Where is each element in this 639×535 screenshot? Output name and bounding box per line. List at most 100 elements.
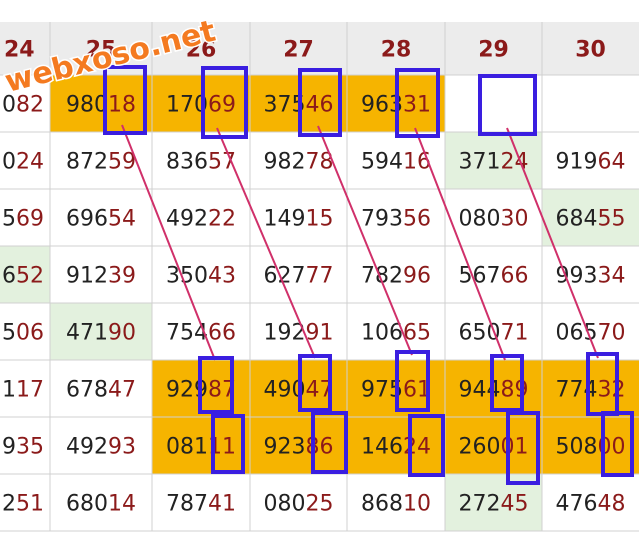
number-head: 680 [66, 492, 108, 517]
cell-number: 117 [2, 378, 44, 403]
number-head: 594 [361, 150, 403, 175]
cell-number: 67847 [66, 378, 136, 403]
cell-number: 77432 [556, 378, 626, 403]
cell-bg [0, 417, 50, 474]
cell-bg [347, 246, 445, 303]
cell-bg [0, 132, 50, 189]
number-tail: 39 [108, 264, 136, 289]
cell-number: 79356 [361, 207, 431, 232]
cell-bg [250, 303, 347, 360]
number-head: 836 [166, 150, 208, 175]
cell-bg [0, 360, 50, 417]
cell-bg [445, 75, 542, 132]
cell-number: 68014 [66, 492, 136, 517]
cell-bg [152, 189, 250, 246]
number-tail: 69 [208, 93, 236, 118]
cell-bg [50, 417, 152, 474]
link-lines [121, 124, 599, 361]
number-tail: 70 [598, 321, 626, 346]
number-head: 982 [264, 150, 306, 175]
number-tail: 51 [16, 492, 44, 517]
number-tail: 46 [306, 93, 334, 118]
cell-number: 251 [2, 492, 44, 517]
number-head: 6 [2, 264, 16, 289]
cell-number: 78296 [361, 264, 431, 289]
cell-bg [50, 246, 152, 303]
column-header: 29 [478, 38, 509, 63]
cell-number: 47190 [66, 321, 136, 346]
number-tail: 55 [598, 207, 626, 232]
cell-number: 10665 [361, 321, 431, 346]
number-head: 272 [459, 492, 501, 517]
number-tail: 47 [108, 378, 136, 403]
cell-bg [445, 189, 542, 246]
cell-bg [250, 246, 347, 303]
number-tail: 35 [16, 435, 44, 460]
cell-number: 98018 [66, 93, 136, 118]
marker-box [211, 414, 245, 474]
number-head: 508 [556, 435, 598, 460]
number-tail: 66 [208, 321, 236, 346]
cell-number: 68455 [556, 207, 626, 232]
number-head: 919 [556, 150, 598, 175]
number-head: 787 [166, 492, 208, 517]
cell-bg [50, 303, 152, 360]
cell-bg [50, 474, 152, 531]
column-header: 25 [86, 38, 117, 63]
cell-number: 27245 [459, 492, 529, 517]
cell-number: 506 [2, 321, 44, 346]
number-head: 080 [264, 492, 306, 517]
number-tail: 66 [501, 264, 529, 289]
column-header: 26 [186, 38, 217, 63]
cell-number: 83657 [166, 150, 236, 175]
number-head: 081 [166, 435, 208, 460]
number-tail: 54 [108, 207, 136, 232]
cell-bg [152, 132, 250, 189]
number-head: 868 [361, 492, 403, 517]
cell-number: 98278 [264, 150, 334, 175]
cell-bg [0, 189, 50, 246]
marker-box [395, 68, 440, 138]
number-head: 0 [2, 150, 16, 175]
cell-number: 14624 [361, 435, 431, 460]
cell-number: 08030 [459, 207, 529, 232]
marker-box [490, 354, 524, 412]
number-tail: 06 [16, 321, 44, 346]
cell-bg [0, 303, 50, 360]
number-head: 106 [361, 321, 403, 346]
number-tail: 86 [306, 435, 334, 460]
cell-bg [542, 417, 639, 474]
marker-box [103, 65, 147, 135]
number-head: 872 [66, 150, 108, 175]
cell-bg [445, 246, 542, 303]
cell-number: 08111 [166, 435, 236, 460]
marker-boxes [103, 65, 634, 485]
number-head: 567 [459, 264, 501, 289]
number-head: 2 [2, 492, 16, 517]
cell-number: 26001 [459, 435, 529, 460]
number-head: 923 [264, 435, 306, 460]
marker-box [298, 68, 342, 137]
cell-bg [542, 75, 639, 132]
cell-number: 91964 [556, 150, 626, 175]
number-head: 080 [459, 207, 501, 232]
cell-number: 47648 [556, 492, 626, 517]
number-head: 774 [556, 378, 598, 403]
annotations [103, 65, 634, 485]
marker-box [478, 74, 537, 136]
number-tail: 48 [598, 492, 626, 517]
marker-box [506, 411, 540, 485]
number-head: 371 [459, 150, 501, 175]
cell-number: 87259 [66, 150, 136, 175]
number-tail: 71 [501, 321, 529, 346]
number-head: 350 [166, 264, 208, 289]
number-tail: 82 [16, 93, 44, 118]
cell-number: 08025 [264, 492, 334, 517]
cell-bg [250, 189, 347, 246]
number-tail: 30 [501, 207, 529, 232]
cell-number: 49293 [66, 435, 136, 460]
column-header: 24 [4, 38, 35, 63]
number-tail: 96 [403, 264, 431, 289]
number-tail: 65 [403, 321, 431, 346]
